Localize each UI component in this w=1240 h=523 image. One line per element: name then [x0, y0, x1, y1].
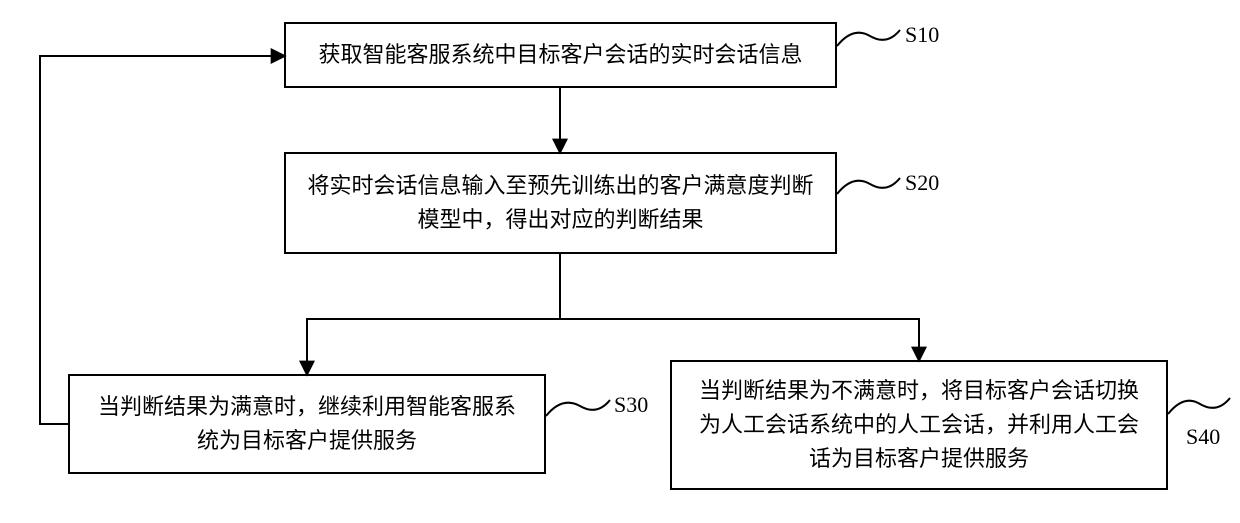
label-curve-s20: [837, 178, 900, 194]
node-s40: 当判断结果为不满意时，将目标客户会话切换为人工会话系统中的人工会话，并利用人工会…: [670, 360, 1168, 490]
label-curve-s40: [1168, 398, 1230, 414]
node-s30-text: 当判断结果为满意时，继续利用智能客服系统为目标客户提供服务: [88, 390, 526, 458]
node-s10: 获取智能客服系统中目标客户会话的实时会话信息: [284, 22, 837, 88]
edge-s20-s40: [560, 254, 919, 360]
label-s20: S20: [905, 170, 939, 196]
node-s30: 当判断结果为满意时，继续利用智能客服系统为目标客户提供服务: [68, 374, 546, 474]
node-s20: 将实时会话信息输入至预先训练出的客户满意度判断模型中，得出对应的判断结果: [284, 152, 837, 254]
node-s20-text: 将实时会话信息输入至预先训练出的客户满意度判断模型中，得出对应的判断结果: [304, 169, 817, 237]
edge-s30-s10: [40, 56, 284, 424]
flowchart-canvas: 获取智能客服系统中目标客户会话的实时会话信息 将实时会话信息输入至预先训练出的客…: [0, 0, 1240, 523]
label-s10: S10: [905, 22, 939, 48]
node-s10-text: 获取智能客服系统中目标客户会话的实时会话信息: [318, 38, 802, 72]
label-s30: S30: [614, 392, 648, 418]
edge-s20-s30: [307, 254, 560, 374]
label-s40: S40: [1186, 424, 1220, 450]
node-s40-text: 当判断结果为不满意时，将目标客户会话切换为人工会话系统中的人工会话，并利用人工会…: [690, 374, 1148, 476]
label-curve-s30: [546, 400, 610, 416]
label-curve-s10: [837, 30, 900, 46]
